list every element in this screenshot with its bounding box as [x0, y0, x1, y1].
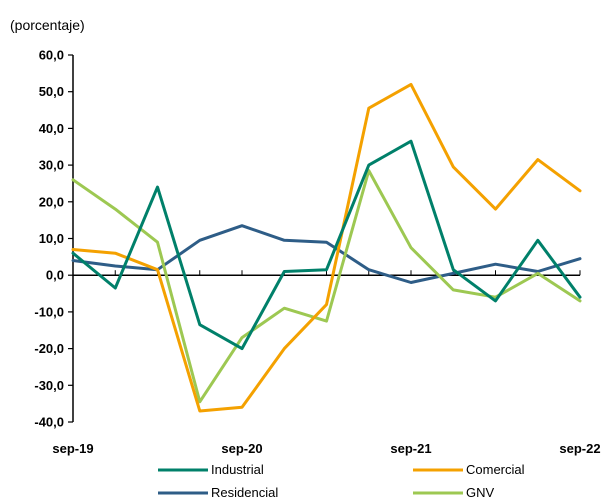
x-tick-labels: sep-19 sep-20 sep-21 sep-22 [52, 441, 600, 456]
x-tick-label: sep-19 [52, 441, 93, 456]
x-tick-label: sep-20 [221, 441, 262, 456]
y-tick-label: 0,0 [46, 268, 64, 283]
series-line-comercial [71, 82, 582, 413]
series-line-gnv [71, 169, 582, 404]
series-line-industrial [71, 139, 582, 351]
y-tick-label: 60,0 [39, 48, 64, 63]
y-tick-label: -40,0 [34, 415, 64, 430]
axes [68, 54, 581, 423]
legend-label-industrial: Industrial [211, 462, 264, 477]
legend: Industrial Comercial Residencial GNV [158, 462, 525, 500]
legend-label-comercial: Comercial [466, 462, 525, 477]
unit-label: (porcentaje) [10, 17, 85, 33]
y-tick-label: -20,0 [34, 341, 64, 356]
y-tick-labels: 60,0 50,0 40,0 30,0 20,0 10,0 0,0 -10,0 -20,0 -30… [34, 48, 64, 430]
y-tick-label: 30,0 [39, 158, 64, 173]
y-tick-label: 50,0 [39, 84, 64, 99]
y-tick-label: 10,0 [39, 231, 64, 246]
legend-label-gnv: GNV [466, 485, 495, 500]
series-lines [71, 82, 582, 413]
legend-label-residencial: Residencial [211, 485, 278, 500]
x-tick-label: sep-21 [390, 441, 431, 456]
x-tick-label: sep-22 [559, 441, 600, 456]
y-tick-label: 40,0 [39, 121, 64, 136]
y-tick-label: -30,0 [34, 378, 64, 393]
y-tick-label: 20,0 [39, 194, 64, 209]
y-tick-label: -10,0 [34, 304, 64, 319]
